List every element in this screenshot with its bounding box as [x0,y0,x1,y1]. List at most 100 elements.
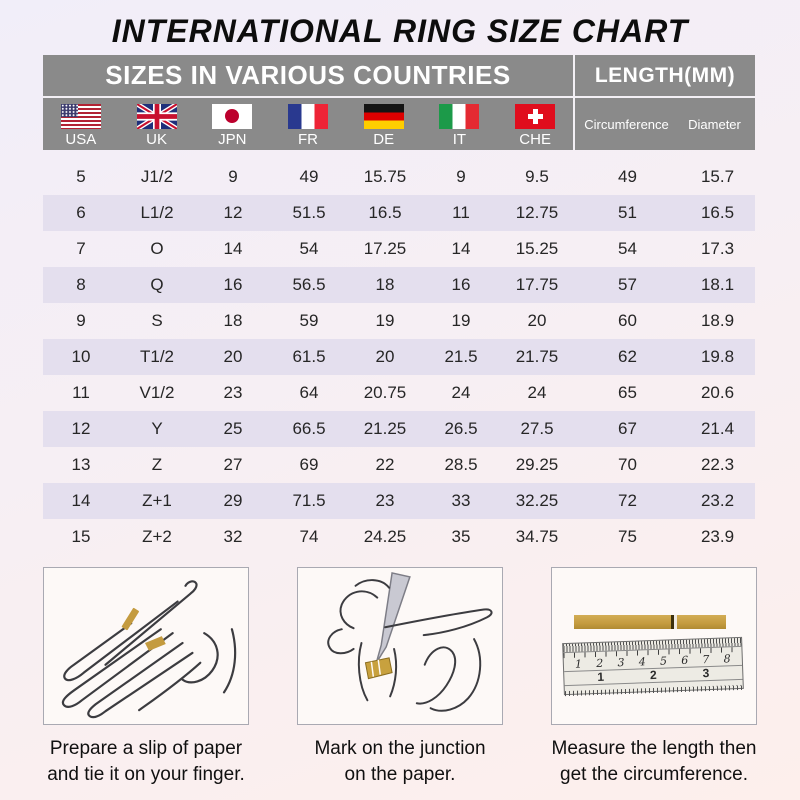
table-cell: 26.5 [444,419,478,438]
instruction-step-1: Prepare a slip of paper and tie it on yo… [40,567,252,788]
table-cell: 20 [527,311,547,330]
table-cell: 62 [618,347,637,366]
table-cell: 27 [223,455,243,474]
table-cell: 21.4 [700,419,735,438]
table-cell: 75 [618,527,637,546]
table-cell: 10 [71,347,91,366]
table-cell: 22.3 [700,455,735,474]
table-body: 5 J1/2 9 49 15.75 9 9.5 49 15.7 6 L1/2 12 51.5 16.5 11… [43,159,755,555]
table-cell: O [150,239,164,258]
table-cell: 18.9 [700,311,735,330]
table-cell: 29.25 [515,455,559,474]
column-header-usa: USA [43,98,119,150]
country-label: USA [65,130,97,148]
table-cell: 59 [299,311,319,330]
table-cell: Z+1 [142,491,172,510]
germany-flag [363,103,404,129]
country-label: DE [373,130,395,148]
table-cell: 35 [451,527,471,546]
measuring-instructions: Prepare a slip of paper and tie it on yo… [0,567,800,788]
table-cell: 71.5 [292,491,326,510]
table-cell: 9 [76,311,86,330]
table-cell: 29 [223,491,243,510]
table-row: 8 Q 16 56.5 18 16 17.75 57 18.1 [43,267,755,303]
hand-with-paper-strip-sketch [43,567,249,725]
table-cell: 12 [223,203,243,222]
switzerland-flag [515,103,556,129]
france-flag [287,103,328,129]
table-cell: 15.7 [700,167,735,186]
table-cell: 14 [451,239,471,258]
table-cell: 21.5 [444,347,478,366]
table-cell: 21.75 [515,347,559,366]
paper-strip [574,615,726,629]
table-row: 5 J1/2 9 49 15.75 9 9.5 49 15.7 [43,159,755,195]
table-cell: 15.75 [363,167,407,186]
column-header-circumference: Circumference [584,116,669,132]
japan-flag [212,103,253,129]
table-cell: 74 [299,527,319,546]
table-row: 14 Z+1 29 71.5 23 33 32.25 72 23.2 [43,483,755,519]
table-cell: J1/2 [140,167,174,186]
table-cell: 28.5 [444,455,478,474]
table-cell: 67 [618,419,637,438]
table-row: 11 V1/2 23 64 20.75 24 24 65 20.6 [43,375,755,411]
table-cell: 20 [223,347,243,366]
country-label: IT [452,130,467,148]
table-cell: 23 [375,491,395,510]
country-label: UK [146,130,167,148]
table-cell: 14 [223,239,243,258]
table-cell: 57 [618,275,637,294]
table-cell: 12 [71,419,91,438]
table-cell: 18 [223,311,243,330]
page-title: INTERNATIONAL RING SIZE CHART [111,13,689,49]
table-cell: 23.9 [700,527,735,546]
table-cell: 20 [375,347,395,366]
table-cell: 17.25 [363,239,407,258]
table-cell: 54 [618,239,637,258]
country-label: FR [297,130,318,148]
table-cell: 14 [71,491,91,510]
ring-size-table: SIZES IN VARIOUS COUNTRIES LENGTH(MM) US… [43,55,755,555]
table-cell: 64 [299,383,319,402]
table-row: 6 L1/2 12 51.5 16.5 11 12.75 51 16.5 [43,195,755,231]
table-cell: 34.75 [515,527,559,546]
column-header-uk: UK [119,98,195,150]
table-cell: 15.25 [515,239,559,258]
table-cell: 51.5 [292,203,326,222]
italy-flag [439,103,480,129]
table-cell: 15 [71,527,91,546]
country-label: CHE [519,130,551,148]
table-cell: 20.6 [700,383,735,402]
column-header-de: DE [346,98,422,150]
table-cell: 18.1 [700,275,735,294]
table-cell: 9.5 [525,167,549,186]
instruction-caption: Measure the length then get the circumfe… [551,738,757,785]
country-label: JPN [218,130,247,148]
table-cell: 49 [618,167,637,186]
table-cell: 19.8 [700,347,735,366]
marking-pen-on-finger-sketch [297,567,503,725]
table-cell: 51 [618,203,637,222]
table-cell: 24 [527,383,547,402]
table-cell: 60 [618,311,637,330]
table-section-headers: SIZES IN VARIOUS COUNTRIES LENGTH(MM) [43,55,755,98]
country-columns: USA UK JPN [43,98,575,150]
table-cell: 11 [452,203,470,222]
table-cell: 32.25 [515,491,559,510]
table-row: 12 Y 25 66.5 21.25 26.5 27.5 67 21.4 [43,411,755,447]
table-cell: 17.75 [515,275,559,294]
table-cell: 19 [375,311,395,330]
table-cell: 54 [299,239,319,258]
table-cell: 27.5 [520,419,554,438]
table-cell: Y [151,419,163,438]
header-length-mm: LENGTH(MM) [594,63,736,87]
table-cell: 20.75 [363,383,407,402]
table-cell: 6 [76,203,86,222]
instruction-caption: Prepare a slip of paper and tie it on yo… [47,738,245,785]
column-header-fr: FR [270,98,346,150]
table-cell: 17.3 [700,239,735,258]
